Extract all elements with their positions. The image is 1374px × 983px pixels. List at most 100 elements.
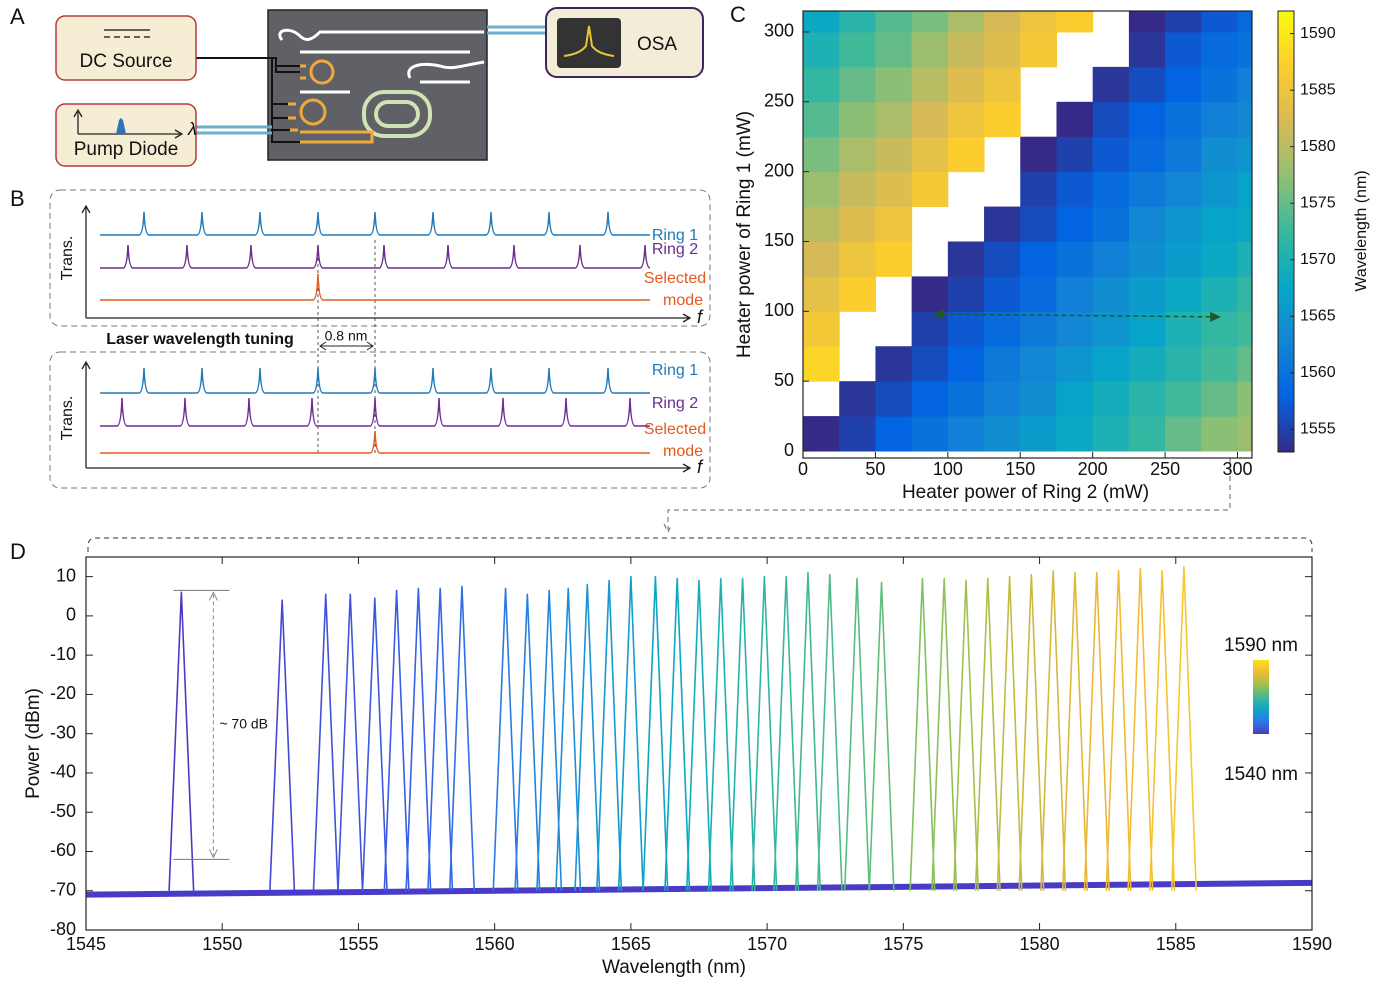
heat-cell bbox=[911, 66, 949, 103]
heat-cell bbox=[803, 311, 840, 347]
heat-cell bbox=[803, 346, 840, 382]
spectrum bbox=[448, 585, 476, 891]
inset-colorbar bbox=[1253, 660, 1269, 734]
connector bbox=[663, 458, 1231, 534]
y-tick-label: -30 bbox=[50, 722, 76, 742]
heat-cell bbox=[1165, 101, 1202, 138]
heat-cell bbox=[1092, 241, 1130, 277]
heat-cell bbox=[984, 416, 1021, 452]
heat-cell bbox=[1165, 276, 1202, 312]
heat-cell bbox=[1201, 381, 1239, 417]
spectrum bbox=[931, 577, 958, 891]
bracket bbox=[87, 537, 1313, 552]
heat-cell bbox=[875, 346, 913, 382]
heat-cell bbox=[984, 31, 1021, 68]
spectrum bbox=[664, 577, 691, 891]
spectrum bbox=[1061, 571, 1089, 891]
spectrum bbox=[1018, 573, 1045, 891]
heat-cell bbox=[1020, 346, 1057, 382]
spectrum bbox=[617, 575, 644, 891]
heat-cell bbox=[803, 136, 840, 173]
colorbar-tick-label: 1580 bbox=[1300, 138, 1336, 155]
tuning-title: Laser wavelength tuning bbox=[106, 331, 294, 348]
heat-cell bbox=[1056, 381, 1094, 417]
heat-cell bbox=[1128, 101, 1166, 138]
selected-label: Selected bbox=[644, 421, 706, 438]
comb bbox=[100, 244, 651, 269]
heat-cell bbox=[1201, 276, 1239, 312]
spacing-arrow bbox=[319, 341, 374, 351]
tuning-schematic: Laser wavelength tuning 0.8 nm Trans. Tr… bbox=[49, 189, 711, 489]
y-tick-label: 300 bbox=[764, 21, 794, 41]
heat-cell bbox=[1237, 276, 1253, 312]
y-tick-label: 200 bbox=[764, 160, 794, 180]
heat-cell bbox=[875, 31, 913, 68]
dc-source-box bbox=[55, 15, 197, 81]
ring2-label: Ring 2 bbox=[652, 395, 698, 412]
label: Pump Diode bbox=[74, 139, 179, 160]
y-tick-label: 0 bbox=[784, 440, 794, 460]
x-tick-label: 1565 bbox=[611, 934, 651, 954]
y-tick-label: 0 bbox=[66, 605, 76, 625]
heat-cell bbox=[947, 101, 985, 138]
heat-cell bbox=[1201, 66, 1239, 103]
heat-cell bbox=[1056, 206, 1094, 242]
spectrum bbox=[596, 579, 623, 891]
ring1-label: Ring 1 bbox=[652, 227, 698, 244]
y-tick-label: -50 bbox=[50, 801, 76, 821]
axis bbox=[73, 108, 184, 139]
arrow-head bbox=[1210, 311, 1222, 322]
y-tick-label: 50 bbox=[774, 370, 794, 390]
x-tick-label: 0 bbox=[798, 459, 808, 479]
comb bbox=[100, 430, 650, 454]
y-axis-label: Heater power of Ring 1 (mW) bbox=[734, 111, 755, 358]
heat-cell bbox=[1020, 206, 1057, 242]
osa-trace bbox=[563, 25, 615, 57]
x-tick-label: 1555 bbox=[338, 934, 378, 954]
heat-cell bbox=[1165, 346, 1202, 382]
heat-cell bbox=[803, 206, 840, 242]
spectrum bbox=[909, 577, 936, 891]
comb bbox=[100, 211, 650, 236]
pump-peak bbox=[116, 118, 126, 134]
spectrum bbox=[868, 581, 895, 891]
heat-cell bbox=[947, 346, 985, 382]
heat-cell bbox=[947, 381, 985, 417]
heat-cell bbox=[1165, 171, 1202, 208]
spectrum bbox=[312, 593, 339, 891]
heat-cell bbox=[984, 206, 1021, 242]
spectrum bbox=[574, 583, 601, 891]
heat-cell bbox=[1020, 31, 1057, 68]
heat-cell bbox=[1092, 311, 1130, 347]
heat-cell bbox=[875, 381, 913, 417]
x-tick-label: 50 bbox=[865, 459, 885, 479]
spectrum bbox=[685, 579, 713, 891]
x-axis-label: Wavelength (nm) bbox=[602, 957, 746, 978]
arrow-head bbox=[932, 309, 944, 320]
heat-cell bbox=[911, 171, 949, 208]
heat-cell bbox=[1237, 136, 1253, 173]
colorbar bbox=[1277, 10, 1295, 453]
spectrum bbox=[555, 587, 582, 891]
heat-cell bbox=[1092, 101, 1130, 138]
inset-colorbar-label: 1590 nm bbox=[1224, 635, 1298, 656]
heat-cell bbox=[984, 66, 1021, 103]
spectrum bbox=[1083, 571, 1110, 891]
spectrum bbox=[843, 577, 871, 891]
spectrum bbox=[85, 879, 1313, 898]
spectrum bbox=[361, 597, 388, 891]
label: DC Source bbox=[80, 51, 173, 72]
heat-cell bbox=[803, 241, 840, 277]
spectrum bbox=[405, 587, 432, 891]
spectrum bbox=[729, 577, 756, 891]
spiral bbox=[374, 100, 420, 128]
heat-cell bbox=[875, 206, 913, 242]
heat-cell bbox=[875, 416, 913, 452]
heat-cell bbox=[803, 31, 840, 68]
axis bbox=[81, 204, 692, 323]
heat-cell bbox=[1165, 31, 1202, 68]
heat-cell bbox=[947, 11, 985, 33]
heat-cell bbox=[1237, 311, 1253, 347]
heat-cell bbox=[984, 311, 1021, 347]
panel-label: D bbox=[10, 539, 26, 564]
